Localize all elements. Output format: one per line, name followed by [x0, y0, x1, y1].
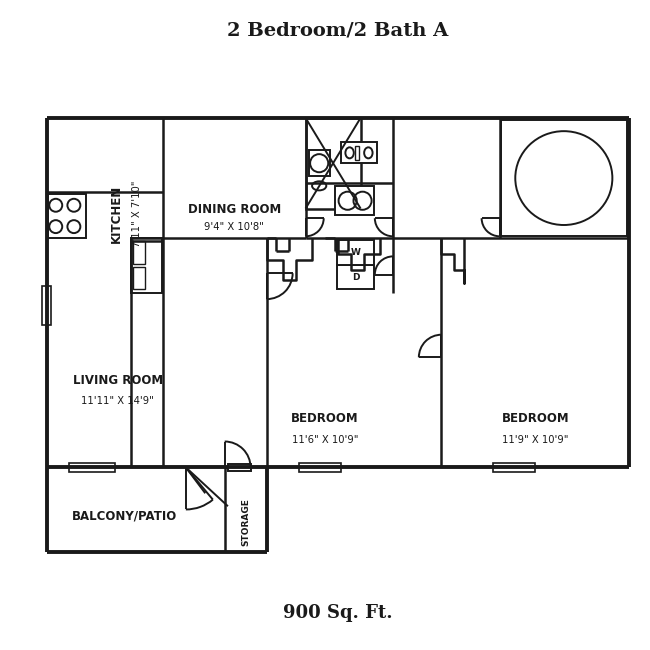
Bar [133, 266, 145, 289]
Bar [356, 146, 359, 160]
Bar [493, 463, 536, 472]
Bar [70, 463, 114, 472]
Bar [48, 194, 86, 238]
Text: 11'9" X 10'9": 11'9" X 10'9" [502, 436, 569, 445]
Text: 9'4" X 10'8": 9'4" X 10'8" [205, 222, 265, 231]
Text: 11'11" X 14'9": 11'11" X 14'9" [81, 396, 154, 406]
Text: KITCHEN: KITCHEN [110, 185, 123, 243]
Text: DINING ROOM: DINING ROOM [188, 203, 281, 216]
Text: 2 Bedroom/2 Bath A: 2 Bedroom/2 Bath A [227, 21, 448, 40]
Bar [341, 142, 377, 163]
Text: STORAGE: STORAGE [242, 499, 250, 547]
Text: BEDROOM: BEDROOM [291, 412, 359, 425]
Bar [299, 463, 341, 472]
Bar [228, 463, 250, 471]
Text: 11'6" X 10'9": 11'6" X 10'9" [292, 436, 358, 445]
Text: 900 Sq. Ft.: 900 Sq. Ft. [283, 604, 393, 622]
Text: D: D [352, 272, 359, 281]
Bar [42, 286, 51, 325]
Text: LIVING ROOM: LIVING ROOM [73, 374, 163, 387]
Bar [335, 186, 374, 215]
Bar [131, 238, 162, 292]
Text: 7'11" X 7'10": 7'11" X 7'10" [133, 181, 142, 247]
Bar [306, 118, 361, 209]
Text: BEDROOM: BEDROOM [502, 412, 569, 425]
Bar [309, 150, 330, 176]
Bar [337, 240, 374, 265]
Bar [337, 265, 374, 289]
Bar [133, 241, 145, 263]
Bar [501, 120, 627, 236]
Text: BALCONY/PATIO: BALCONY/PATIO [72, 510, 177, 523]
Text: W: W [350, 248, 360, 257]
